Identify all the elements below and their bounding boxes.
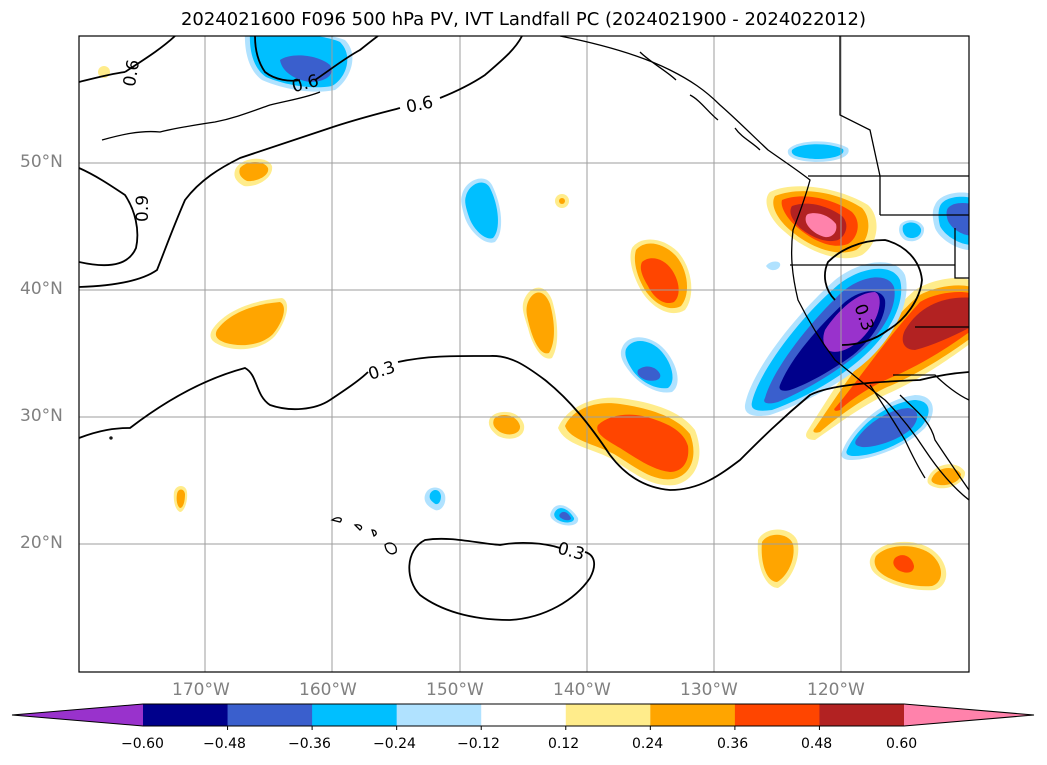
negative-anomaly-regions [244,36,969,526]
colorbar-cell [734,704,820,726]
contour-label: 0.9 [133,195,153,222]
longitude-label: 130°W [680,680,738,700]
longitude-label: 160°W [299,680,357,700]
longitude-label: 170°W [172,680,230,700]
contour-labels: 0.6 0.6 0.9 0.6 0.3 0.3 0.3 [120,58,878,565]
colorbar-outline [11,703,1035,727]
colorbar-extend-min [12,704,143,726]
latitude-label: 30°N [20,406,63,426]
latitude-label: 40°N [20,279,63,299]
latitude-label: 20°N [20,533,63,553]
latitude-label: 50°N [20,152,63,172]
colorbar-cell [396,704,482,726]
map-content: 0.6 0.6 0.9 0.6 0.3 0.3 0.3 [79,36,969,672]
colorbar-cells [11,703,1035,730]
colorbar-tick-label: 0.24 [632,736,664,752]
longitude-label: 140°W [553,680,611,700]
positive-anomaly-regions [98,66,969,591]
colorbar-cell [227,704,313,726]
contour-label: 0.6 [120,58,144,88]
colorbar-cell [650,704,736,726]
colorbar-cell [143,704,229,726]
colorbar-tick-label: −0.24 [373,736,416,752]
colorbar-tick-label: −0.48 [203,736,246,752]
coastlines [101,36,969,555]
graticule [79,36,969,672]
colorbar-tick-label: 0.12 [548,736,580,752]
pv-contours [79,36,969,621]
colorbar-cell [481,704,567,726]
longitude-label: 150°W [426,680,484,700]
colorbar-tick-label: −0.60 [121,736,164,752]
colorbar-tick-label: 0.36 [717,736,749,752]
colorbar-tick-label: −0.12 [457,736,500,752]
map-title: 2024021600 F096 500 hPa PV, IVT Landfall… [180,9,867,30]
colorbar-tick-label: 0.48 [801,736,833,752]
map-frame [78,35,970,673]
longitude-label: 120°W [807,680,865,700]
colorbar-extend-max [904,704,1034,726]
colorbar-cell [312,704,398,726]
colorbar-tick-label: −0.36 [288,736,331,752]
map-figure: 0.6 0.6 0.9 0.6 0.3 0.3 0.3 [78,35,970,673]
colorbar-cell [565,704,651,726]
colorbar-cell [819,704,905,726]
colorbar-tick-label: 0.60 [886,736,918,752]
